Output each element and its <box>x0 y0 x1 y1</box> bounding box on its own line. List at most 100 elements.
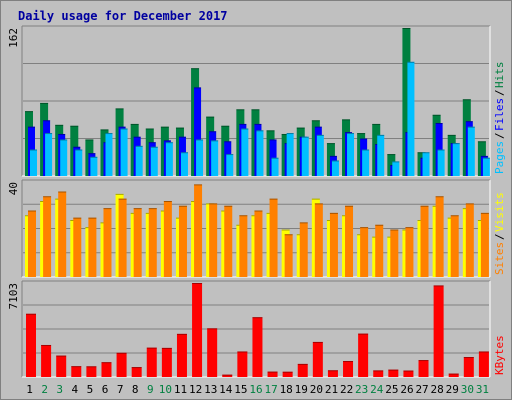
sites-bar <box>194 184 203 277</box>
sites-bar <box>148 208 157 277</box>
hits-legend-files: Files <box>493 98 506 131</box>
chart-title: Daily usage for December 2017 <box>18 9 228 23</box>
kbytes-bar <box>418 360 429 377</box>
hits-legend-separator: / <box>493 132 506 139</box>
visits-legend-separator: / <box>493 233 506 240</box>
pages-bar <box>226 154 234 176</box>
day-label: 13 <box>204 383 217 396</box>
pages-bar <box>482 157 490 176</box>
files-bar <box>194 87 202 176</box>
pages-bar <box>452 143 460 176</box>
sites-bar <box>58 191 67 277</box>
kbytes-bar <box>71 366 82 377</box>
kbytes-legend-kbytes: KBytes <box>493 335 506 375</box>
sites-bar <box>88 217 97 277</box>
sites-bar <box>284 234 293 277</box>
kbytes-bar <box>282 371 293 377</box>
pages-bar <box>211 140 219 176</box>
sites-bar <box>480 212 489 277</box>
sites-bar <box>118 198 127 277</box>
pages-bar <box>105 133 113 176</box>
kbytes-bar <box>161 347 172 377</box>
hits-ymax-label: 162 <box>7 28 20 48</box>
day-label: 30 <box>461 383 474 396</box>
sites-bar <box>405 227 414 277</box>
day-label: 3 <box>56 383 63 396</box>
day-label: 1 <box>26 383 33 396</box>
kbytes-bar <box>116 352 127 377</box>
kbytes-bar <box>388 369 399 377</box>
pages-bar <box>120 128 128 176</box>
day-label: 28 <box>431 383 444 396</box>
sites-bar <box>299 222 308 277</box>
day-label: 4 <box>72 383 79 396</box>
kbytes-bar <box>327 370 338 377</box>
kbytes-bar <box>56 355 67 377</box>
pages-bar <box>407 61 415 176</box>
day-label: 25 <box>385 383 398 396</box>
sites-bar <box>178 205 187 277</box>
sites-bar <box>465 203 474 277</box>
visits-ymax-label: 40 <box>7 182 20 195</box>
kbytes-bar <box>252 317 263 377</box>
sites-bar <box>209 203 218 277</box>
sites-bar <box>73 217 82 277</box>
sites-bar <box>435 196 444 277</box>
pages-bar <box>422 152 430 176</box>
day-label: 24 <box>370 383 384 396</box>
pages-bar <box>135 145 143 176</box>
pages-bar <box>331 160 339 176</box>
sites-bar <box>390 229 399 277</box>
sites-bar <box>345 205 354 277</box>
sites-bar <box>360 227 369 277</box>
kbytes-bar <box>176 333 187 377</box>
kbytes-bar <box>41 344 52 377</box>
day-label: 19 <box>295 383 308 396</box>
kbytes-bar <box>26 313 36 377</box>
pages-bar <box>196 139 204 176</box>
sites-bar <box>133 208 142 277</box>
kbytes-bar <box>343 360 354 377</box>
pages-bar <box>362 149 370 176</box>
kbytes-bar <box>86 366 97 377</box>
sites-bar <box>28 210 36 277</box>
sites-bar <box>329 212 338 277</box>
kbytes-bar <box>448 373 459 377</box>
day-label: 14 <box>219 383 233 396</box>
pages-bar <box>271 157 279 176</box>
hits-bar <box>402 28 411 176</box>
hits-legend-hits: Hits <box>493 62 506 89</box>
sites-bar <box>239 215 248 277</box>
kbytes-bar <box>222 374 233 377</box>
sites-bar <box>450 215 459 277</box>
pages-bar <box>437 149 445 176</box>
pages-bar <box>377 134 385 176</box>
sites-bar <box>254 210 263 277</box>
day-label: 8 <box>132 383 139 396</box>
kbytes-bar <box>131 367 142 377</box>
pages-bar <box>30 149 37 176</box>
day-label: 11 <box>174 383 187 396</box>
visits-legend-sites: Sites <box>493 242 506 275</box>
day-label: 7 <box>117 383 124 396</box>
kbytes-bar <box>207 328 218 377</box>
kbytes-bar <box>463 357 474 377</box>
day-label: 26 <box>400 383 413 396</box>
hits-legend-separator: / <box>493 89 506 96</box>
kbytes-bar <box>312 341 323 377</box>
sites-bar <box>420 205 429 277</box>
day-label: 15 <box>234 383 247 396</box>
day-label: 21 <box>325 383 338 396</box>
sites-bar <box>43 196 52 277</box>
pages-bar <box>347 133 355 176</box>
kbytes-bar <box>146 347 157 377</box>
pages-bar <box>90 156 98 176</box>
sites-bar <box>269 198 278 277</box>
pages-bar <box>165 142 173 176</box>
sites-bar <box>163 201 172 277</box>
visits-legend-visits: Visits <box>493 192 506 232</box>
kbytes-bar <box>267 371 278 377</box>
kbytes-bar <box>403 370 414 377</box>
pages-bar <box>286 133 294 176</box>
